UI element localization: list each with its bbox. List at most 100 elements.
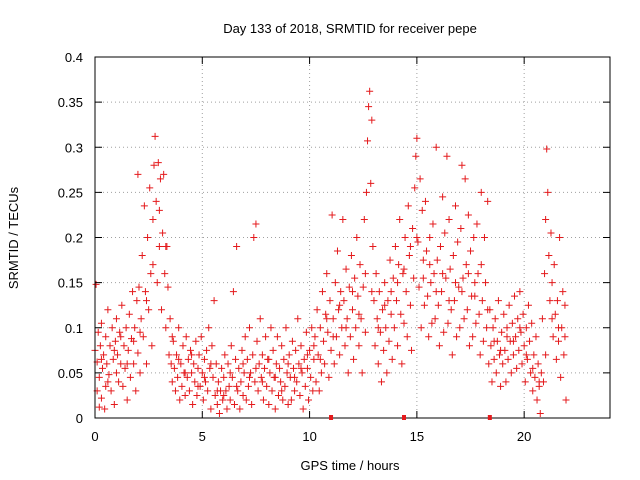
data-point — [361, 270, 369, 278]
data-point — [122, 324, 130, 332]
data-point — [297, 342, 305, 350]
data-point — [421, 197, 429, 205]
data-point — [353, 234, 361, 241]
data-point — [237, 378, 245, 386]
data-point — [331, 279, 339, 287]
data-point — [282, 324, 290, 332]
data-point — [99, 364, 107, 372]
data-point — [518, 360, 526, 368]
data-point — [192, 337, 200, 345]
data-point — [175, 355, 183, 363]
y-axis-label: SRMTID / TECUs — [6, 186, 21, 289]
data-point — [247, 369, 255, 377]
data-point — [359, 283, 367, 291]
data-point — [482, 279, 490, 287]
data-point — [418, 206, 426, 214]
data-point — [373, 315, 381, 323]
data-point — [345, 283, 353, 291]
data-point — [376, 328, 384, 336]
data-point — [390, 324, 398, 332]
data-point — [324, 328, 332, 336]
data-point — [504, 355, 512, 363]
data-point — [480, 234, 488, 241]
data-point — [555, 337, 562, 345]
data-point — [522, 324, 530, 332]
data-point — [542, 351, 550, 359]
data-point — [367, 179, 375, 187]
data-point — [274, 391, 282, 399]
data-point — [354, 292, 362, 300]
data-point — [469, 333, 477, 341]
data-point — [133, 297, 141, 305]
data-point — [394, 279, 402, 287]
data-point — [502, 378, 510, 386]
data-point — [143, 297, 150, 305]
data-point — [387, 310, 395, 318]
data-point — [153, 279, 161, 287]
data-point — [144, 234, 152, 241]
data-point — [104, 306, 112, 314]
data-point — [200, 355, 208, 363]
y-tick-label: 0.1 — [65, 321, 83, 336]
data-point — [205, 324, 213, 332]
data-point — [459, 274, 467, 282]
data-point — [207, 405, 215, 413]
data-point — [134, 349, 142, 357]
data-point — [326, 297, 334, 305]
data-point — [516, 324, 524, 332]
data-point — [343, 315, 351, 323]
data-point — [259, 396, 267, 404]
data-point — [425, 333, 433, 341]
data-point — [246, 373, 253, 381]
data-point — [246, 324, 253, 332]
data-point — [379, 306, 387, 314]
data-point — [452, 202, 459, 210]
data-point — [252, 220, 260, 228]
data-point — [164, 283, 172, 291]
data-point — [355, 310, 363, 318]
data-point — [242, 396, 250, 404]
data-point — [420, 301, 428, 309]
data-point — [487, 342, 495, 350]
data-points — [91, 87, 570, 417]
data-point — [119, 382, 127, 390]
data-point — [143, 360, 150, 368]
data-point — [186, 346, 194, 354]
data-point — [299, 405, 307, 413]
data-point — [403, 333, 411, 341]
data-point — [149, 261, 157, 269]
data-point — [100, 351, 108, 359]
data-point — [314, 351, 322, 359]
data-point — [335, 306, 343, 314]
data-point — [156, 175, 164, 183]
data-point — [528, 319, 536, 327]
data-point — [484, 197, 492, 205]
data-point — [167, 360, 175, 368]
data-point — [385, 337, 393, 345]
data-point — [553, 297, 561, 305]
data-point — [104, 378, 112, 386]
data-point — [408, 346, 416, 354]
data-point — [503, 324, 511, 332]
data-point — [103, 360, 111, 368]
data-point — [228, 373, 236, 381]
data-point — [155, 206, 163, 214]
data-point — [333, 247, 341, 255]
data-point — [328, 211, 336, 219]
data-point — [218, 364, 226, 372]
data-point — [268, 387, 276, 395]
data-point — [235, 364, 243, 372]
data-point — [306, 346, 314, 354]
data-point — [561, 301, 569, 309]
data-point — [514, 315, 522, 323]
data-point — [136, 328, 144, 336]
data-point — [313, 306, 321, 314]
axis-markers — [329, 415, 492, 420]
data-point — [105, 371, 113, 379]
data-point — [491, 315, 499, 323]
data-point — [445, 297, 453, 305]
data-point — [543, 145, 551, 153]
axis-ticks: 0 0.05 0.1 0.15 0.2 0.25 0.3 0.35 0.4 0 5 10 15 20 — [58, 50, 610, 444]
data-point — [530, 351, 538, 359]
data-point — [340, 297, 348, 305]
